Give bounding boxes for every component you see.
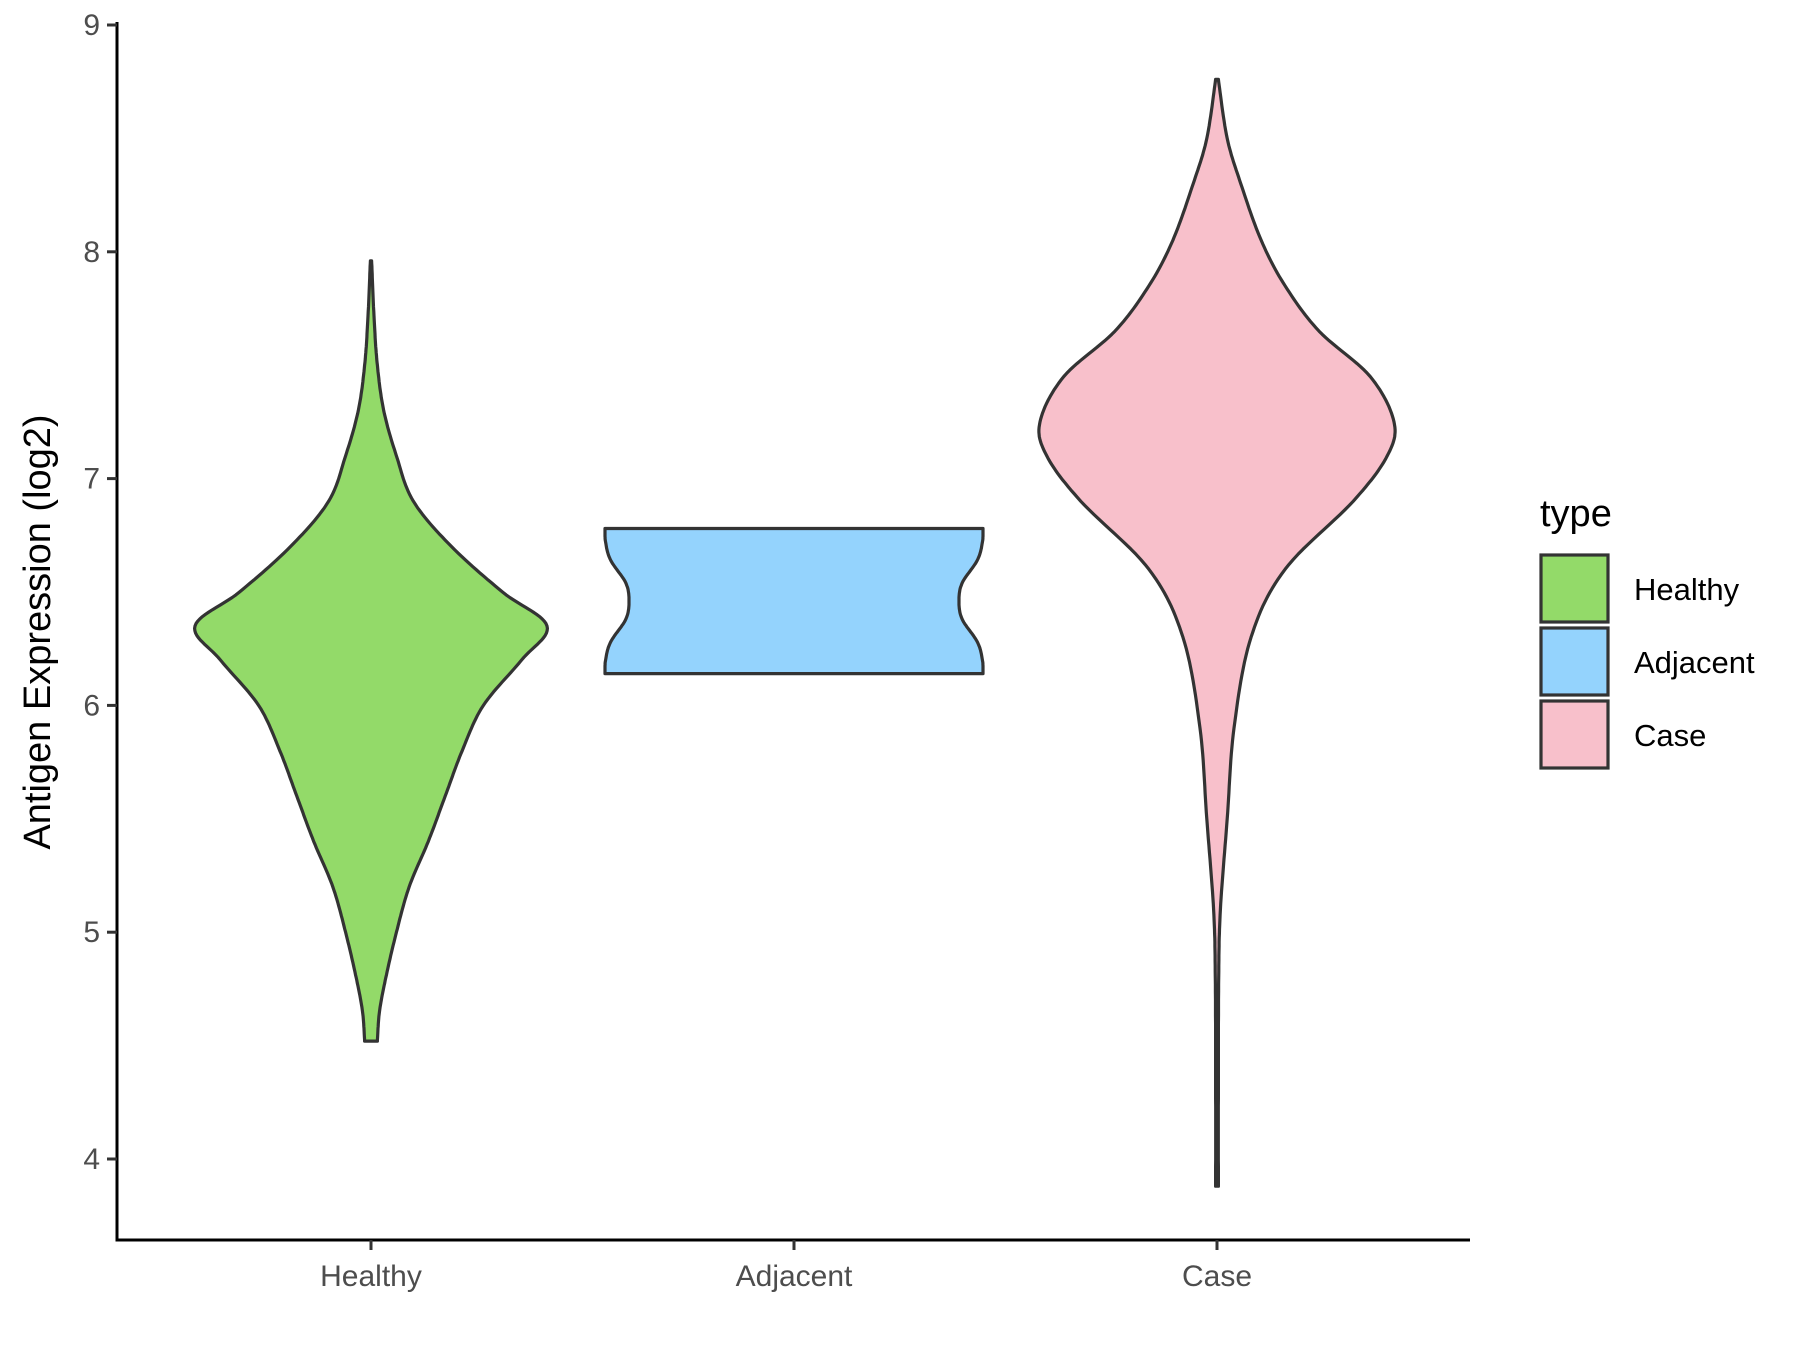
y-tick-label: 5	[83, 916, 100, 949]
legend-key-case	[1539, 699, 1610, 770]
y-tick-label: 7	[83, 463, 100, 496]
y-tick-label: 6	[83, 689, 100, 722]
y-tick-label: 4	[83, 1143, 100, 1176]
legend: type Healthy Adjacent Case	[1539, 493, 1755, 770]
x-tick-label: Adjacent	[736, 1260, 853, 1293]
y-axis: 4 5 6 7 8 9	[83, 9, 119, 1240]
y-axis-title: Antigen Expression (log2)	[17, 414, 59, 849]
x-tick-label: Case	[1182, 1260, 1252, 1293]
violin-adjacent	[603, 526, 985, 676]
legend-label-case: Case	[1634, 718, 1706, 753]
violin-healthy	[193, 259, 549, 1043]
violin-case	[1037, 77, 1397, 1188]
x-tick-label: Healthy	[320, 1260, 422, 1293]
x-axis: Healthy Adjacent Case	[115, 1238, 1470, 1293]
legend-key-healthy	[1539, 553, 1610, 624]
legend-label-healthy: Healthy	[1634, 572, 1740, 607]
violins-layer	[193, 77, 1397, 1188]
y-tick-label: 8	[83, 236, 100, 269]
legend-key-adjacent	[1539, 626, 1610, 697]
legend-title: type	[1540, 493, 1612, 535]
y-tick-label: 9	[83, 9, 100, 42]
legend-label-adjacent: Adjacent	[1634, 645, 1755, 680]
